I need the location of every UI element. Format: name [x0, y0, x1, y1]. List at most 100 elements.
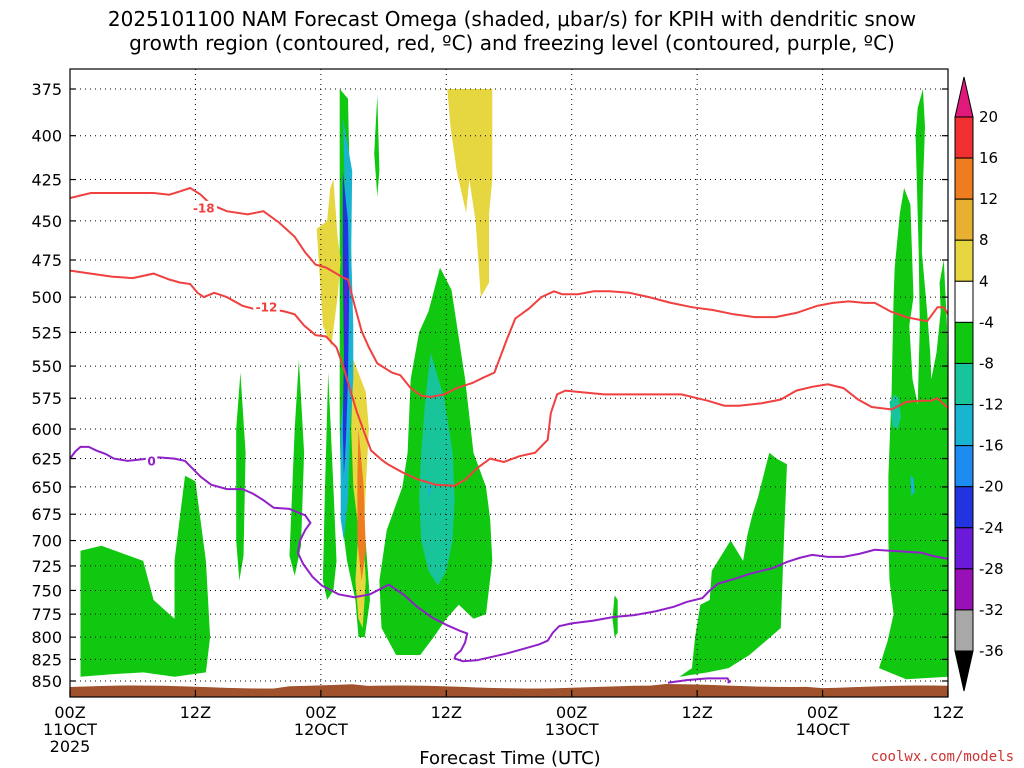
y-tick-label: 750	[31, 581, 62, 600]
y-tick-label: 800	[31, 628, 62, 647]
colorbar-bottom-arrow	[954, 650, 974, 692]
contour-label-bg-2	[145, 453, 158, 468]
colorbar-label: 20	[979, 108, 998, 126]
colorbar-label: -4	[979, 313, 994, 331]
colorbar-label: -16	[979, 437, 1004, 455]
contour-line-1	[70, 269, 948, 487]
y-tick-label: 450	[31, 212, 62, 231]
terrain-ground-band	[70, 684, 948, 697]
colorbar-bin-8	[954, 404, 974, 447]
colorbar-bin-12	[954, 568, 974, 611]
colorbar-label: -12	[979, 396, 1004, 414]
colorbar-label: 12	[979, 190, 998, 208]
x-tick-label: 00Z	[556, 703, 587, 722]
colorbar-label: 16	[979, 149, 998, 167]
y-tick-label: 625	[31, 450, 62, 469]
x-tick-label: 12Z	[180, 703, 211, 722]
pressure-axis: 375 400 425 450 475 500 525 550 575 600 625 650 675 7…	[31, 80, 948, 691]
x-tick-label: 14OCT	[796, 720, 850, 739]
contour-label-2: 0	[147, 454, 155, 468]
colorbar-label: -32	[979, 601, 1004, 619]
y-tick-label: 700	[31, 532, 62, 551]
omega-shading-layer	[80, 89, 948, 680]
y-tick-label: 375	[31, 80, 62, 99]
y-tick-label: 500	[31, 288, 62, 307]
omega-region-1	[236, 372, 246, 581]
contour-label-bg-1	[253, 300, 280, 315]
x-tick-label: 12Z	[681, 703, 712, 722]
omega-region-12	[889, 394, 901, 429]
y-tick-label: 400	[31, 127, 62, 146]
colorbar-label: -28	[979, 560, 1004, 578]
x-tick-label: 00Z	[305, 703, 336, 722]
colorbar-bin-6	[954, 321, 974, 364]
x-axis-title: Forecast Time (UTC)	[419, 748, 600, 768]
colorbar-bin-10	[954, 486, 974, 529]
y-tick-label: 600	[31, 420, 62, 439]
chart-title-line-2: growth region (contoured, red, ºC) and f…	[129, 31, 895, 55]
colorbar-label: 8	[979, 231, 989, 249]
omega-region-3	[322, 372, 337, 600]
colorbar-bin-5	[954, 280, 974, 323]
x-tick-label: 12Z	[932, 703, 963, 722]
contour-label-0: -18	[193, 201, 215, 215]
y-tick-label: 425	[31, 171, 62, 190]
y-tick-label: 575	[31, 389, 62, 408]
colorbar-label: -36	[979, 642, 1004, 660]
omega-region-17	[357, 429, 366, 581]
omega-region-8	[428, 481, 432, 498]
chart-title-line-1: 2025101100 NAM Forecast Omega (shaded, μ…	[108, 7, 916, 31]
omega-region-10	[679, 452, 787, 677]
omega-region-20	[344, 244, 347, 353]
x-tick-label: 11OCT	[43, 720, 97, 739]
x-tick-label: 12OCT	[294, 720, 348, 739]
colorbar-label: -8	[979, 354, 994, 372]
plot-frame	[69, 68, 949, 698]
y-tick-label: 850	[31, 672, 62, 691]
x-tick-label: 13OCT	[545, 720, 599, 739]
y-tick-label: 475	[31, 251, 62, 270]
contour-label-bg-0	[190, 200, 218, 215]
colorbar-bin-13	[954, 609, 974, 652]
y-tick-label: 650	[31, 478, 62, 497]
omega-region-14	[316, 179, 341, 347]
x-tick-label: 2025	[50, 737, 91, 756]
y-tick-label: 725	[31, 557, 62, 576]
colorbar-label: -24	[979, 519, 1004, 537]
omega-region-2	[289, 359, 305, 576]
colorbar-bin-9	[954, 445, 974, 488]
colorbar-label: -20	[979, 478, 1004, 496]
colorbar-bin-7	[954, 362, 974, 406]
y-tick-label: 525	[31, 323, 62, 342]
omega-region-16	[447, 89, 493, 298]
y-tick-label: 775	[31, 605, 62, 624]
plot-background	[70, 69, 948, 697]
contour-line-3	[667, 677, 731, 684]
omega-region-11	[879, 89, 948, 680]
colorbar-bin-1	[954, 116, 974, 159]
contour-label-1: -12	[256, 301, 278, 315]
omega-region-0	[80, 475, 211, 677]
colorbar-bin-11	[954, 527, 974, 570]
ground-fill	[70, 684, 948, 697]
y-tick-label: 825	[31, 650, 62, 669]
y-tick-label: 675	[31, 505, 62, 524]
omega-region-5	[374, 94, 380, 197]
x-tick-label: 00Z	[54, 703, 85, 722]
contour-line-0	[70, 186, 948, 399]
credit-text: coolwx.com/models	[871, 749, 1014, 765]
colorbar-label: 4	[979, 272, 989, 290]
colorbar-bin-3	[954, 198, 974, 241]
x-tick-label: 12Z	[431, 703, 462, 722]
y-tick-label: 550	[31, 357, 62, 376]
omega-colorbar: 20 16 12 8 4 -4 -8 -12 -16 -20 -24 -28 -32 -36	[954, 76, 1004, 692]
colorbar-bin-4	[954, 239, 974, 282]
omega-region-7	[419, 352, 455, 586]
contour-line-2	[70, 445, 948, 663]
omega-region-13	[910, 475, 915, 496]
x-tick-label: 00Z	[807, 703, 838, 722]
colorbar-bin-2	[954, 157, 974, 200]
colorbar-top-arrow	[954, 76, 974, 118]
